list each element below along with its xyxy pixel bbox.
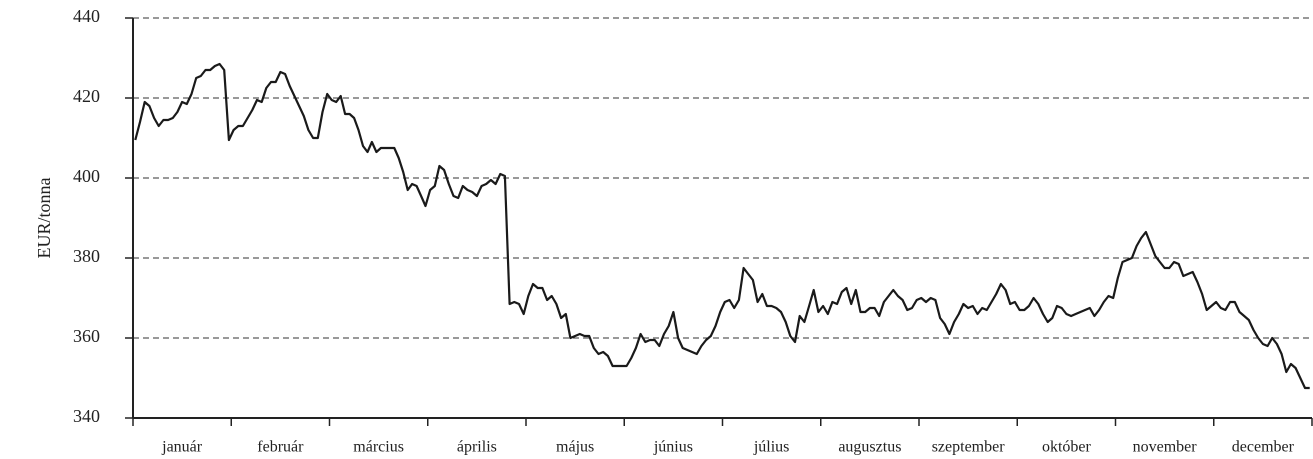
x-tick-label: március xyxy=(353,439,404,456)
x-tick-label: november xyxy=(1133,439,1198,456)
x-tick-label: augusztus xyxy=(838,439,901,456)
x-tick-label: június xyxy=(653,439,693,456)
y-tick-label: 420 xyxy=(73,86,100,106)
x-tick-label: február xyxy=(257,439,304,456)
y-tick-label: 360 xyxy=(73,326,100,346)
y-tick-label: 400 xyxy=(73,166,100,186)
x-tick-label: december xyxy=(1232,439,1295,456)
price-line xyxy=(134,62,1310,390)
x-tick-label: szeptember xyxy=(932,439,1006,456)
x-tick-label: július xyxy=(753,439,790,456)
y-tick-label: 380 xyxy=(73,246,100,266)
x-tick-label: április xyxy=(457,439,497,456)
y-tick-label: 340 xyxy=(73,406,100,426)
x-tick-label: október xyxy=(1042,439,1092,456)
x-tick-label: január xyxy=(161,439,203,456)
y-tick-label: 440 xyxy=(73,6,100,26)
y-axis-label: EUR/tonna xyxy=(34,177,54,258)
x-tick-label: május xyxy=(556,439,594,456)
